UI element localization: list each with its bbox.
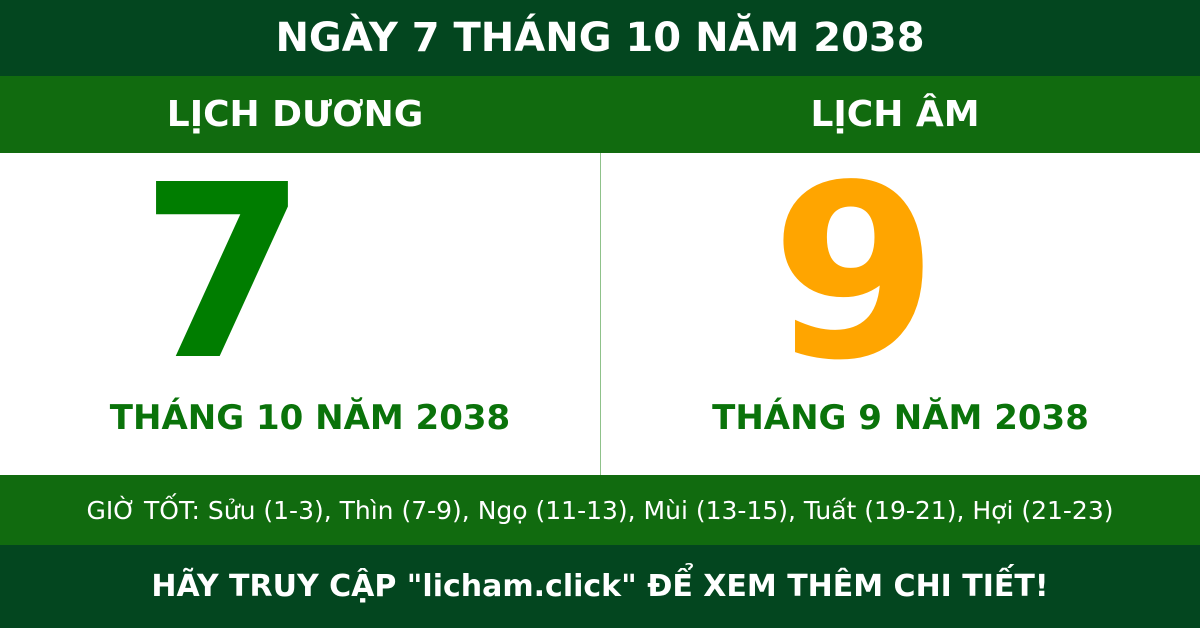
solar-panel: 7 THÁNG 10 NĂM 2038 [0, 153, 600, 475]
solar-month-year: THÁNG 10 NĂM 2038 [109, 398, 511, 438]
lunar-panel: 9 THÁNG 9 NĂM 2038 [601, 153, 1200, 475]
divider [600, 153, 601, 475]
lunar-month-year: THÁNG 9 NĂM 2038 [712, 398, 1089, 438]
column-headers: LỊCH DƯƠNG LỊCH ÂM [0, 76, 1200, 153]
lunar-heading: LỊCH ÂM [810, 94, 980, 135]
solar-day: 7 [140, 133, 307, 413]
good-hours: GIỜ TỐT: Sửu (1-3), Thìn (7-9), Ngọ (11-… [0, 475, 1200, 545]
footer-cta: HÃY TRUY CẬP "licham.click" ĐỂ XEM THÊM … [0, 545, 1200, 628]
solar-heading: LỊCH DƯƠNG [166, 94, 424, 135]
page-title: NGÀY 7 THÁNG 10 NĂM 2038 [0, 0, 1200, 76]
lunar-day: 9 [771, 133, 938, 413]
